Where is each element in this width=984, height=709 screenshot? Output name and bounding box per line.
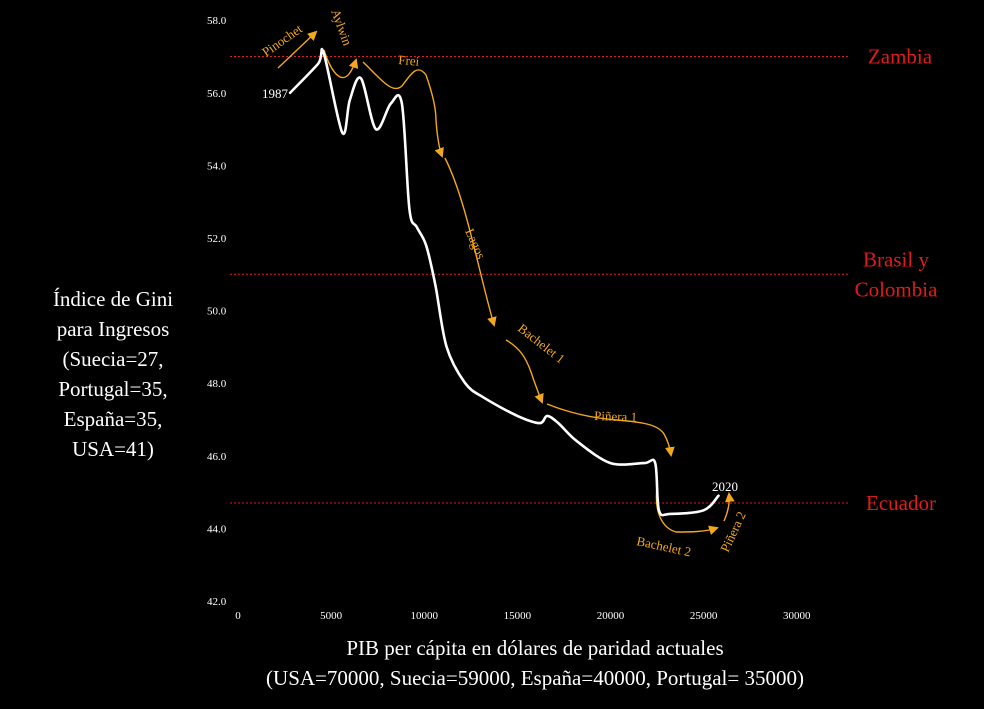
x-tick-label: 15000 [504, 610, 532, 622]
arrow-lagos [444, 157, 497, 327]
reference-line-label: Ecuador [866, 491, 936, 515]
end-year-label: 2020 [712, 479, 738, 494]
x-axis-label: PIB per cápita en dólares de paridad act… [200, 633, 870, 693]
arrow-pinera1 [546, 403, 675, 457]
y-axis-label-line: España=35, [63, 407, 163, 431]
reference-line-label: Brasil y [863, 247, 929, 271]
x-tick-label: 25000 [690, 610, 718, 622]
annotation-frei: Frei [398, 52, 421, 69]
annotation-pinochet: Pinochet [259, 21, 305, 60]
y-axis-label-line: para Ingresos [56, 317, 170, 341]
y-axis-label-line: (Suecia=27, [62, 347, 164, 371]
y-axis-label-line: Índice de Gini [52, 287, 174, 311]
y-tick-label: 52.0 [207, 233, 227, 245]
x-tick-label: 30000 [783, 610, 811, 622]
annotation-bachelet2: Bachelet 2 [635, 533, 692, 559]
annotation-aylwin: Aylwin [328, 7, 355, 48]
y-tick-label: 46.0 [207, 451, 227, 463]
annotation-pinera2: Piñera 2 [717, 509, 749, 554]
start-year-label: 1987 [262, 86, 289, 101]
x-tick-label: 10000 [411, 610, 439, 622]
arrow-frei [362, 61, 444, 158]
x-axis-ticks: 0 5000 10000 15000 20000 25000 30000 [235, 610, 811, 622]
y-axis-label-line: Portugal=35, [58, 377, 168, 401]
arrow-bachelet1 [505, 339, 544, 404]
y-axis-label: Índice de Gini para Ingresos (Suecia=27,… [20, 284, 206, 464]
arrow-aylwin [323, 49, 359, 79]
annotation-pinera1: Piñera 1 [594, 408, 637, 424]
arrow-bachelet2 [655, 486, 719, 535]
y-axis-label-line: USA=41) [72, 437, 154, 461]
reference-lines: Zambia Brasil y Colombia Ecuador [230, 45, 938, 515]
annotation-lagos: Lagos [462, 226, 489, 261]
y-tick-label: 48.0 [207, 378, 227, 390]
arrow-pinochet [277, 30, 318, 69]
arrow-pinera2 [723, 492, 735, 522]
y-tick-label: 42.0 [207, 596, 227, 608]
reference-line-label: Zambia [868, 45, 933, 69]
x-axis-label-line: PIB per cápita en dólares de paridad act… [346, 636, 724, 660]
x-tick-label: 5000 [320, 610, 343, 622]
annotation-arrows [277, 30, 735, 535]
x-axis-label-line: (USA=70000, Suecia=59000, España=40000, … [266, 666, 804, 690]
y-tick-label: 58.0 [207, 15, 227, 27]
annotation-bachelet1: Bachelet 1 [515, 321, 568, 367]
y-tick-label: 44.0 [207, 523, 227, 535]
y-axis-ticks: 42.0 44.0 46.0 48.0 50.0 52.0 54.0 56.0 58.0 [207, 15, 227, 608]
y-tick-label: 56.0 [207, 88, 227, 100]
gini-series-line [288, 47, 720, 517]
x-tick-label: 0 [235, 610, 241, 622]
reference-line-label: Colombia [855, 277, 939, 301]
x-tick-label: 20000 [597, 610, 625, 622]
y-tick-label: 50.0 [207, 306, 227, 318]
y-tick-label: 54.0 [207, 160, 227, 172]
